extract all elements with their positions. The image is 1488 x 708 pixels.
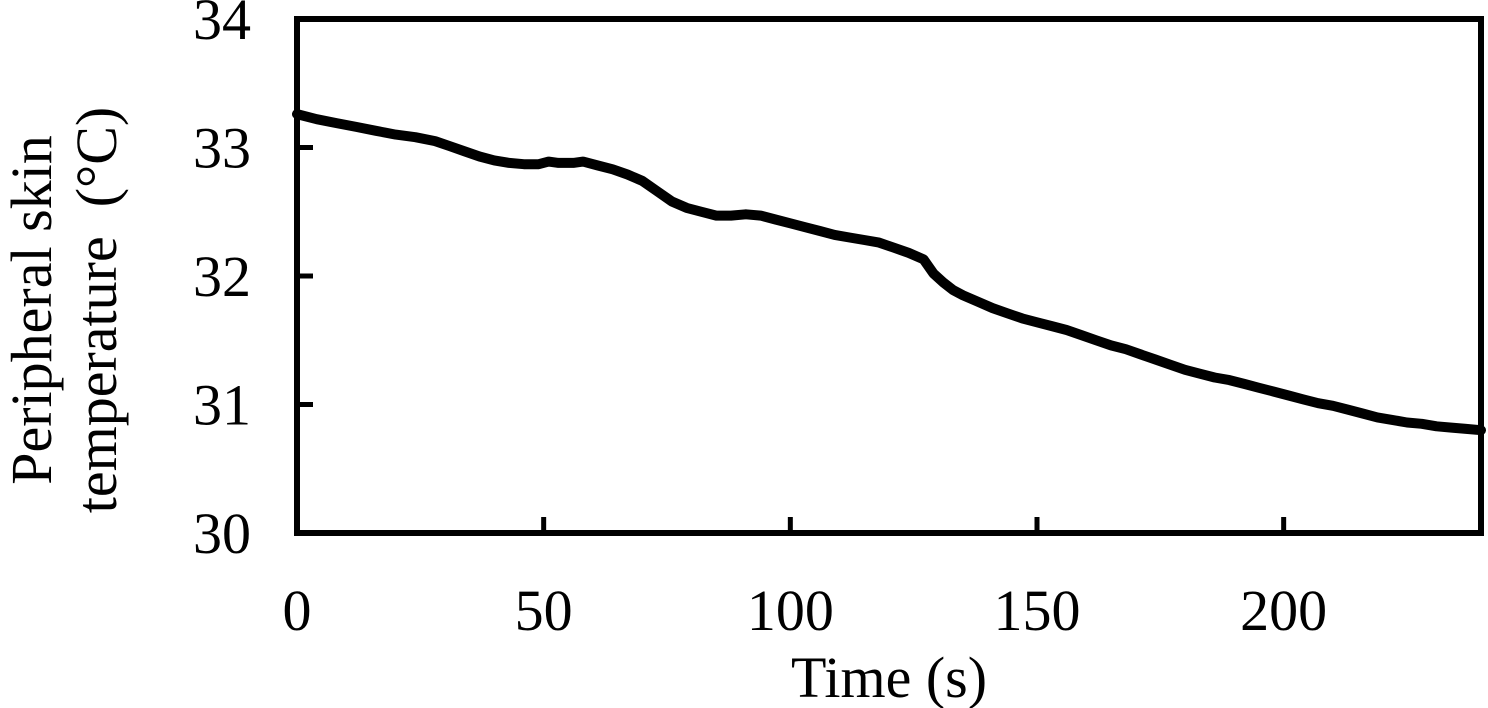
x-tick-label: 150 [994,578,1081,643]
peripheral-skin-temperature-line [292,109,1486,436]
x-tick-label: 200 [1240,578,1327,643]
x-tick-label: 0 [283,578,312,643]
y-tick-label: 32 [193,244,251,309]
y-axis-title-line2: temperature (°C) [64,106,129,514]
y-tick-label: 30 [193,501,251,566]
y-axis-title-line1: Peripheral skin [0,135,64,485]
plot-border [294,16,1484,536]
x-axis-title: Time (s) [790,645,988,708]
y-tick-label: 33 [193,116,251,181]
x-tick-label: 100 [747,578,834,643]
x-tick-label: 50 [515,578,573,643]
y-axis-title: Peripheral skin temperature (°C) [0,10,131,610]
y-tick-label: 31 [193,373,251,438]
y-tick-label: 34 [193,0,251,52]
